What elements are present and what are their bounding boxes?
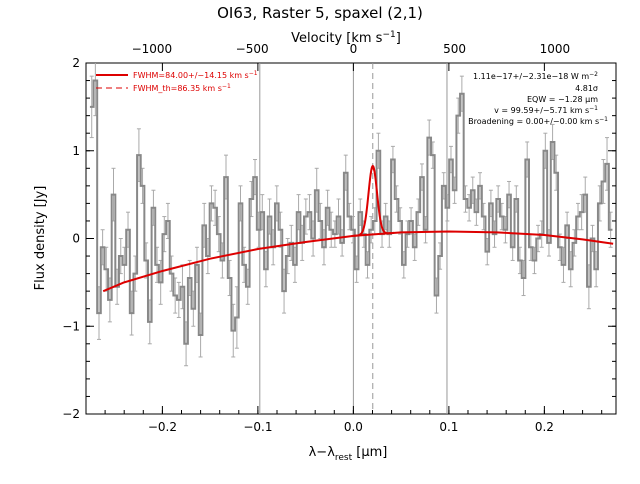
annotation-velocity: v = 99.59+/−5.71 km s−1 [494,105,598,115]
error-bars [89,63,613,367]
spectrum-series [89,79,613,345]
y-axis-label: Flux density [Jy] [33,186,48,291]
spectrum-line [89,79,613,345]
x-axis-label: λ−λrest [μm] [309,445,388,463]
x-tick-label: 0.2 [535,420,554,434]
annotation-broadening: Broadening = 0.00+/−0.00 km s−1 [468,116,608,126]
legend-entry-fwhm-th: FWHM_th=86.35 km s−1 [133,83,231,93]
legend: FWHM=84.00+/−14.15 km s−1 FWHM_th=86.35 … [96,70,258,93]
x-tick-label: 0.0 [344,420,363,434]
top-tick-label: −1000 [132,42,173,56]
top-axis-ticks: −1000 −500 0 500 1000 [132,42,571,56]
top-tick-label: 500 [443,42,466,56]
fit-annotations: 1.11e−17+/−2.31e−18 W m−2 4.81σ EQW = −1… [468,71,608,126]
legend-entry-fwhm: FWHM=84.00+/−14.15 km s−1 [133,70,258,80]
x-tick-label: 0.1 [439,420,458,434]
y-tick-label: 1 [72,144,80,158]
y-axis-ticks: −2 −1 0 1 2 [62,56,616,421]
top-tick-label: 0 [350,42,358,56]
fit-curves [102,164,614,293]
chart-title: OI63, Raster 5, spaxel (2,1) [217,4,423,22]
annotation-flux: 1.11e−17+/−2.31e−18 W m−2 [473,71,598,81]
x-axis-ticks: −0.2 −0.1 0.0 0.1 0.2 [85,63,603,434]
y-tick-label: −2 [62,407,80,421]
y-tick-label: −1 [62,319,80,333]
x-tick-label: −0.2 [148,420,177,434]
top-tick-label: −500 [236,42,269,56]
x-tick-label: −0.1 [243,420,272,434]
annotation-eqw: EQW = −1.28 μm [527,95,598,104]
top-axis-label: Velocity [km s−1] [291,30,401,46]
y-tick-label: 0 [72,232,80,246]
annotation-sigma: 4.81σ [575,84,598,93]
top-tick-label: 1000 [540,42,571,56]
gaussian-thermal-fit [350,168,395,237]
y-tick-label: 2 [72,56,80,70]
